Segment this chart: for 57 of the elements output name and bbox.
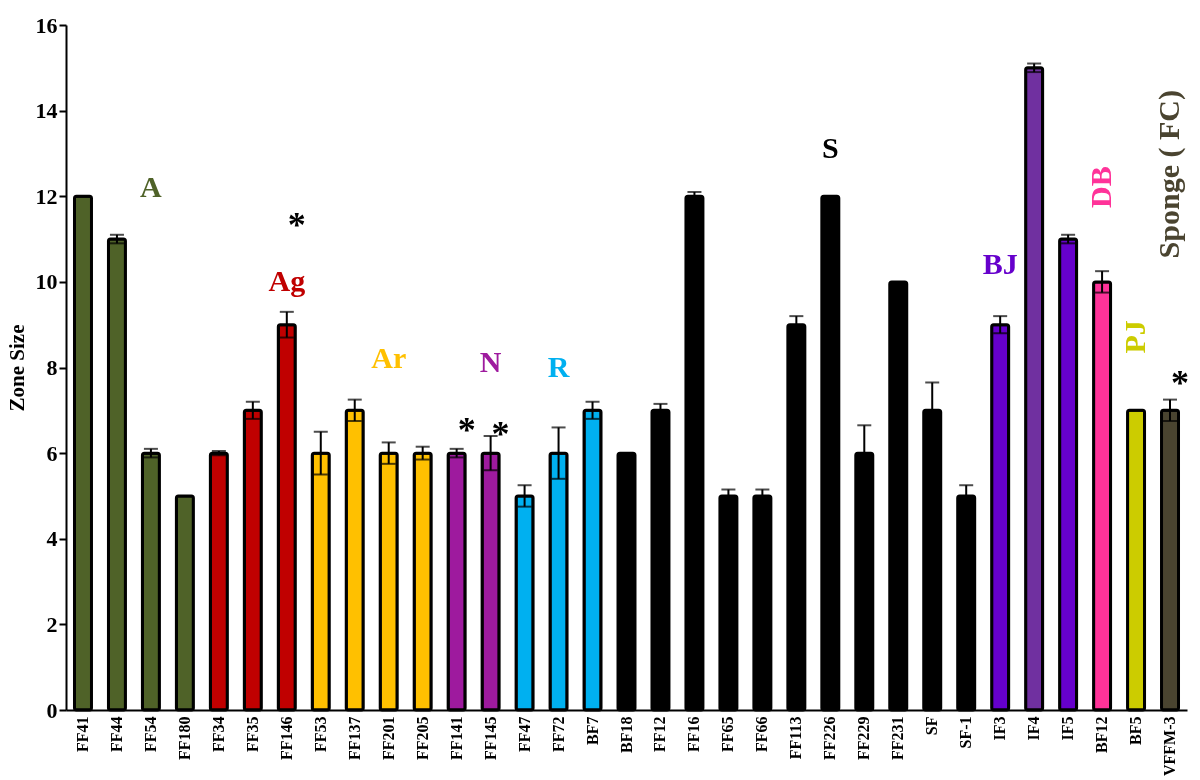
- y-tick-label: 12: [35, 183, 58, 209]
- y-tick-label: 14: [35, 98, 58, 124]
- annotation: Ar: [371, 340, 407, 374]
- x-tick-label: FF44: [107, 716, 125, 753]
- x-tick-label: IF3: [991, 716, 1009, 741]
- x-tick-label: BF5: [1127, 716, 1145, 745]
- y-tick-label: 4: [46, 526, 58, 552]
- x-tick-label: FF137: [345, 716, 363, 761]
- annotation: *: [457, 410, 476, 451]
- annotation: N: [479, 345, 502, 379]
- y-axis-title: Zone Size: [4, 324, 29, 412]
- x-tick-label: FF66: [753, 716, 771, 753]
- annotation: *: [1171, 363, 1190, 404]
- x-tick-label: FF16: [685, 716, 703, 753]
- x-tick-label: FF201: [379, 716, 397, 761]
- y-tick-label: 0: [46, 697, 58, 723]
- x-tick-label: FF35: [243, 716, 261, 753]
- x-tick-label: FF141: [447, 716, 465, 761]
- x-tick-label: SF: [923, 716, 941, 736]
- annotation: DB: [1084, 166, 1118, 208]
- x-tick-label: BF7: [583, 716, 601, 745]
- x-tick-label: FF12: [651, 716, 669, 753]
- x-tick-label: IF5: [1059, 716, 1077, 741]
- x-tick-label: FF47: [515, 716, 533, 753]
- annotation: Ag: [268, 263, 306, 297]
- annotation: *: [287, 204, 306, 245]
- x-tick-label: FF72: [549, 716, 567, 753]
- y-tick-label: 8: [46, 355, 58, 380]
- annotation: A: [140, 169, 163, 203]
- y-tick-label: 16: [35, 12, 58, 38]
- annotation: R: [547, 349, 570, 383]
- x-tick-label: FF41: [73, 716, 91, 753]
- x-tick-label: BF18: [617, 716, 635, 753]
- x-tick-label: FF226: [821, 716, 839, 761]
- annotation: *: [491, 414, 510, 455]
- x-tick-label: FF65: [719, 716, 737, 753]
- x-tick-label: BF12: [1093, 716, 1111, 753]
- x-tick-label: VFFM-3: [1161, 716, 1179, 777]
- y-tick-label: 6: [46, 440, 58, 466]
- x-tick-label: FF145: [481, 716, 499, 761]
- annotation: PJ: [1118, 320, 1152, 354]
- y-tick-label: 2: [46, 611, 58, 637]
- x-tick-label: FF53: [311, 716, 329, 753]
- x-tick-label: FF229: [855, 716, 873, 761]
- x-tick-label: FF54: [141, 716, 159, 753]
- x-tick-label: FF180: [175, 716, 193, 761]
- x-tick-label: FF146: [277, 716, 295, 761]
- x-tick-label: IF4: [1025, 716, 1043, 741]
- annotation: Sponge ( FC): [1152, 90, 1187, 259]
- x-tick-label: FF113: [787, 716, 805, 760]
- y-tick-label: 10: [35, 269, 58, 295]
- x-tick-label: FF34: [209, 716, 227, 753]
- x-tick-label: FF231: [889, 716, 907, 761]
- x-tick-label: FF205: [413, 716, 431, 761]
- annotation: BJ: [982, 246, 1018, 280]
- x-tick-label: SF-1: [957, 716, 975, 749]
- annotation: S: [821, 131, 839, 165]
